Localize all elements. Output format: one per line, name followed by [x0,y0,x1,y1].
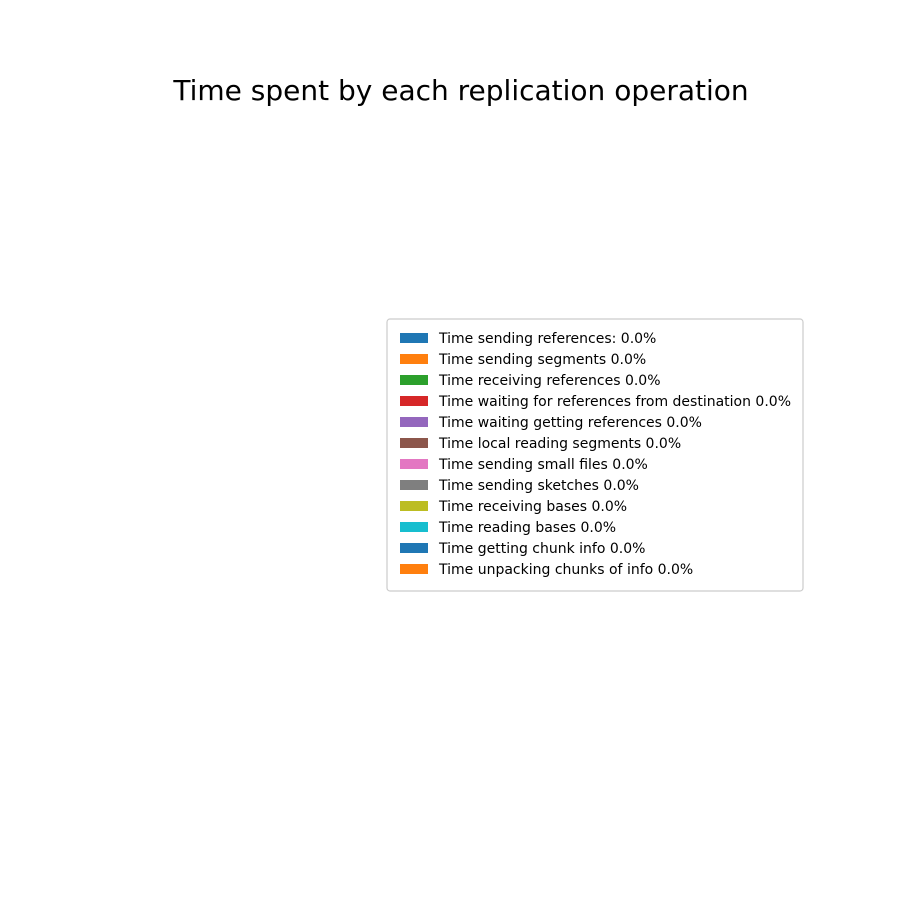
legend-label: Time getting chunk info 0.0% [438,541,645,557]
legend-label: Time receiving references 0.0% [438,373,661,389]
legend-swatch [400,375,428,385]
legend-label: Time sending references: 0.0% [438,331,656,347]
legend-label: Time local reading segments 0.0% [438,436,681,452]
legend-entry: Time unpacking chunks of info 0.0% [400,562,693,578]
legend-entry: Time waiting getting references 0.0% [400,415,702,431]
legend-entry: Time getting chunk info 0.0% [400,541,645,557]
legend-label: Time reading bases 0.0% [438,520,616,536]
legend-entry: Time waiting for references from destina… [400,394,791,410]
legend-label: Time sending sketches 0.0% [438,478,639,494]
legend-label: Time receiving bases 0.0% [438,499,627,515]
legend-swatch [400,501,428,511]
legend-entry: Time sending references: 0.0% [400,331,656,347]
legend-swatch [400,459,428,469]
legend-frame [386,318,804,592]
legend-entry: Time sending sketches 0.0% [400,478,639,494]
legend-swatch [400,417,428,427]
chart-title: Time spent by each replication operation [172,74,748,107]
legend-swatch [400,564,428,574]
legend-entries: Time sending references: 0.0% Time sendin… [400,331,791,578]
legend-swatch [400,543,428,553]
legend-swatch [400,522,428,532]
legend-entry: Time reading bases 0.0% [400,520,616,536]
legend-entry: Time receiving references 0.0% [400,373,661,389]
legend-label: Time waiting for references from destina… [438,394,791,410]
legend-swatch [400,333,428,343]
legend-entry: Time sending small files 0.0% [400,457,648,473]
legend-entry: Time sending segments 0.0% [400,352,646,368]
legend-swatch [400,354,428,364]
legend-entry: Time local reading segments 0.0% [400,436,681,452]
legend-entry: Time receiving bases 0.0% [400,499,627,515]
legend-label: Time sending segments 0.0% [438,352,646,368]
legend-swatch [400,480,428,490]
legend-label: Time sending small files 0.0% [438,457,648,473]
legend-swatch [400,438,428,448]
legend: Time sending references: 0.0% Time sendin… [386,318,804,592]
legend-label: Time waiting getting references 0.0% [438,415,702,431]
legend-label: Time unpacking chunks of info 0.0% [438,562,693,578]
legend-swatch [400,396,428,406]
